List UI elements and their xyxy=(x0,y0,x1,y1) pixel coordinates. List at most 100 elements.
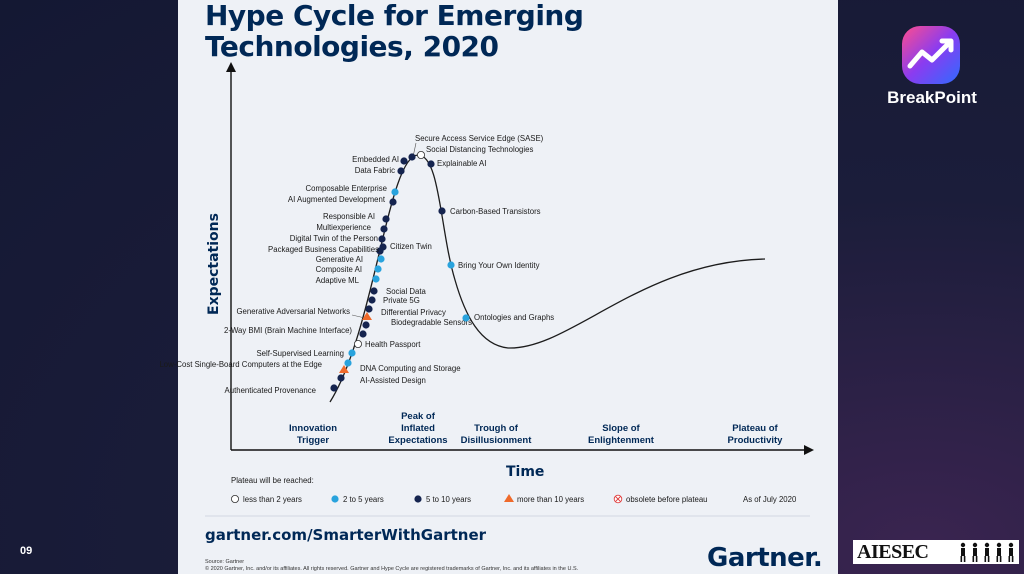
page-title: Hype Cycle for Emerging Technologies, 20… xyxy=(205,0,584,63)
phase-label-line: Trough of xyxy=(474,423,519,434)
leader-line xyxy=(351,314,366,319)
tech-label: Low-Cost Single-Board Computers at the E… xyxy=(159,360,322,369)
marker-5-10-years xyxy=(389,198,397,206)
marker-5-10-years xyxy=(400,157,408,165)
tech-label: Adaptive ML xyxy=(316,276,360,285)
marker-2-5-years xyxy=(344,359,352,367)
legend-as-of-date: As of July 2020 xyxy=(743,495,797,504)
marker-more-than-10-years xyxy=(362,312,372,320)
marker-2-5-years xyxy=(377,255,385,263)
tech-label: Composite AI xyxy=(316,265,362,274)
copyright-note: © 2020 Gartner, Inc. and/or its affiliat… xyxy=(205,566,579,572)
content-panel xyxy=(178,0,838,574)
marker-5-10-years xyxy=(330,384,338,392)
marker-2-5-years xyxy=(447,261,455,269)
marker-2-5-years xyxy=(462,314,470,322)
marker-5-10-years xyxy=(427,160,435,168)
page-number: 09 xyxy=(20,545,33,557)
phase-label-line: Slope of xyxy=(602,423,640,434)
tech-label: Secure Access Service Edge (SASE) xyxy=(415,134,544,143)
tech-label: AI-Assisted Design xyxy=(360,376,426,385)
tech-label: DNA Computing and Storage xyxy=(360,364,461,373)
y-axis-title: Expectations xyxy=(206,213,222,315)
marker-5-10-years xyxy=(337,374,345,382)
marker-5-10-years xyxy=(378,235,386,243)
gartner-url-link[interactable]: gartner.com/SmarterWithGartner xyxy=(205,526,487,544)
phase-label-line: Innovation xyxy=(289,423,337,434)
tech-label: Private 5G xyxy=(383,296,420,305)
y-axis-arrow-icon xyxy=(226,62,236,72)
marker-5-10-years xyxy=(376,247,384,255)
tech-label: Social Data xyxy=(386,287,427,296)
tech-label: Differential Privacy xyxy=(381,308,446,317)
marker-5-10-years xyxy=(359,330,367,338)
aiesec-wordmark: AIESEC xyxy=(857,541,929,563)
tech-label: Embedded AI xyxy=(352,155,399,164)
tech-label: Citizen Twin xyxy=(390,242,432,251)
tech-label: Authenticated Provenance xyxy=(225,386,316,395)
phase-label-line: Trigger xyxy=(297,435,330,446)
rising-line-chart-icon xyxy=(902,26,960,84)
legend-hollow-circle-icon xyxy=(230,494,239,503)
tech-label: AI Augmented Development xyxy=(288,195,386,204)
phase-label-line: Productivity xyxy=(728,435,784,446)
tech-label: Health Passport xyxy=(365,340,421,349)
marker-2-5-years xyxy=(372,275,380,283)
phase-label-line: Enlightenment xyxy=(588,435,655,446)
marker-5-10-years xyxy=(408,153,416,161)
tech-label: Social Distancing Technologies xyxy=(426,145,533,154)
tech-label: Self-Supervised Learning xyxy=(256,349,344,358)
tech-label: Generative AI xyxy=(316,255,363,264)
marker-2-5-years xyxy=(348,349,356,357)
legend-label: more than 10 years xyxy=(517,495,584,504)
marker-5-10-years xyxy=(397,167,405,175)
phase-slope-of-enlightenment: Slope of Enlightenment xyxy=(588,423,655,446)
tech-label: Explainable AI xyxy=(437,159,486,168)
legend-label: 5 to 10 years xyxy=(426,495,471,504)
phase-label-line: Plateau of xyxy=(732,423,778,434)
tech-label: Bring Your Own Identity xyxy=(458,261,540,270)
marker-2-5-years xyxy=(374,265,382,273)
tech-label: Data Fabric xyxy=(355,166,395,175)
tech-label: Digital Twin of the Person xyxy=(290,234,378,243)
legend-crossed-circle-icon xyxy=(613,494,623,504)
phase-label-line: Inflated xyxy=(401,423,435,434)
legend-label: obsolete before plateau xyxy=(626,495,708,504)
technology-markers: Secure Access Service Edge (SASE) Social… xyxy=(159,134,554,395)
tech-label: Biodegradable Sensors xyxy=(391,318,472,327)
tech-label: Carbon-Based Transistors xyxy=(450,207,541,216)
marker-5-10-years xyxy=(362,321,370,329)
legend-triangle-icon xyxy=(504,494,514,502)
marker-less-than-2-years xyxy=(353,339,362,348)
phase-label-line: Disillusionment xyxy=(461,435,533,446)
marker-5-10-years xyxy=(380,225,388,233)
x-axis-arrow-icon xyxy=(804,445,814,455)
marker-less-than-2-years xyxy=(416,150,425,159)
tech-label: Generative Adversarial Networks xyxy=(236,307,350,316)
legend-blue-circle-icon xyxy=(331,495,339,503)
marker-5-10-years xyxy=(370,287,378,295)
phase-trough-of-disillusionment: Trough of Disillusionment xyxy=(461,423,533,446)
people-silhouettes-icon xyxy=(960,542,1014,562)
phase-label-line: Peak of xyxy=(401,411,436,422)
tech-label: Multiexperience xyxy=(316,223,371,232)
tech-label: Composable Enterprise xyxy=(306,184,387,193)
legend: Plateau will be reached: less than 2 yea… xyxy=(230,476,797,504)
marker-5-10-years xyxy=(382,215,390,223)
tech-label: Responsible AI xyxy=(323,212,375,221)
marker-5-10-years xyxy=(438,207,446,215)
aiesec-logo: AIESEC xyxy=(853,540,1019,564)
marker-5-10-years xyxy=(365,305,373,313)
tech-label: Packaged Business Capabilities xyxy=(268,245,379,254)
legend-label: 2 to 5 years xyxy=(343,495,384,504)
tech-label: Ontologies and Graphs xyxy=(474,313,554,322)
legend-navy-circle-icon xyxy=(414,495,422,503)
gartner-logo: Gartner. xyxy=(707,543,823,573)
legend-title: Plateau will be reached: xyxy=(231,476,314,485)
phase-peak-of-inflated-expectations: Peak of Inflated Expectations xyxy=(388,411,447,446)
marker-more-than-10-years xyxy=(339,365,349,373)
legend-label: less than 2 years xyxy=(243,495,302,504)
phase-label-line: Expectations xyxy=(388,435,447,446)
phase-plateau-of-productivity: Plateau of Productivity xyxy=(728,423,784,446)
